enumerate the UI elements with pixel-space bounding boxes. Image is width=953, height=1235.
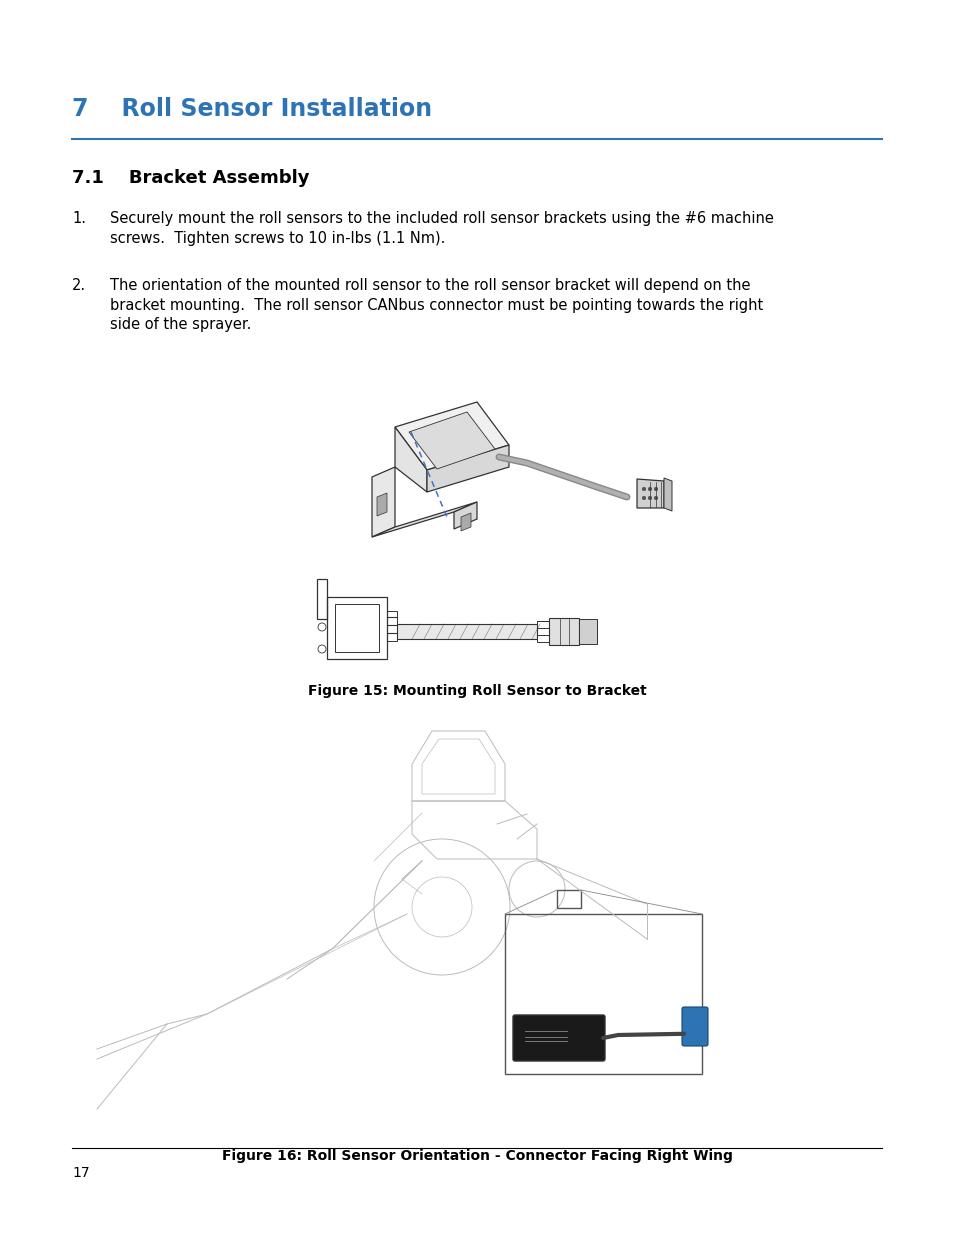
Text: 7.1    Bracket Assembly: 7.1 Bracket Assembly bbox=[71, 169, 309, 186]
Polygon shape bbox=[637, 479, 663, 508]
Text: screws.  Tighten screws to 10 in-lbs (1.1 Nm).: screws. Tighten screws to 10 in-lbs (1.1… bbox=[110, 231, 445, 246]
Polygon shape bbox=[409, 412, 495, 469]
Polygon shape bbox=[372, 467, 395, 537]
Polygon shape bbox=[663, 478, 671, 511]
Circle shape bbox=[647, 487, 651, 490]
Circle shape bbox=[641, 487, 645, 490]
Polygon shape bbox=[395, 427, 427, 492]
Polygon shape bbox=[454, 501, 476, 529]
Circle shape bbox=[654, 487, 658, 490]
FancyBboxPatch shape bbox=[578, 619, 597, 643]
Text: bracket mounting.  The roll sensor CANbus connector must be pointing towards the: bracket mounting. The roll sensor CANbus… bbox=[110, 298, 762, 312]
Text: 7    Roll Sensor Installation: 7 Roll Sensor Installation bbox=[71, 98, 432, 121]
FancyBboxPatch shape bbox=[681, 1007, 707, 1046]
Text: 17: 17 bbox=[71, 1166, 90, 1179]
Polygon shape bbox=[427, 445, 509, 492]
Text: Figure 15: Mounting Roll Sensor to Bracket: Figure 15: Mounting Roll Sensor to Brack… bbox=[307, 684, 646, 698]
Text: 2.: 2. bbox=[71, 278, 86, 293]
Circle shape bbox=[654, 496, 658, 500]
Polygon shape bbox=[372, 501, 476, 537]
Text: The orientation of the mounted roll sensor to the roll sensor bracket will depen: The orientation of the mounted roll sens… bbox=[110, 278, 750, 293]
Text: Securely mount the roll sensors to the included roll sensor brackets using the #: Securely mount the roll sensors to the i… bbox=[110, 211, 773, 226]
Polygon shape bbox=[460, 513, 471, 531]
Circle shape bbox=[641, 496, 645, 500]
FancyBboxPatch shape bbox=[548, 618, 578, 645]
FancyBboxPatch shape bbox=[396, 624, 537, 638]
Text: side of the sprayer.: side of the sprayer. bbox=[110, 317, 251, 332]
Polygon shape bbox=[376, 493, 387, 516]
Circle shape bbox=[647, 496, 651, 500]
Polygon shape bbox=[395, 403, 509, 471]
Text: 1.: 1. bbox=[71, 211, 86, 226]
FancyBboxPatch shape bbox=[513, 1015, 604, 1061]
Text: Figure 16: Roll Sensor Orientation - Connector Facing Right Wing: Figure 16: Roll Sensor Orientation - Con… bbox=[221, 1149, 732, 1163]
